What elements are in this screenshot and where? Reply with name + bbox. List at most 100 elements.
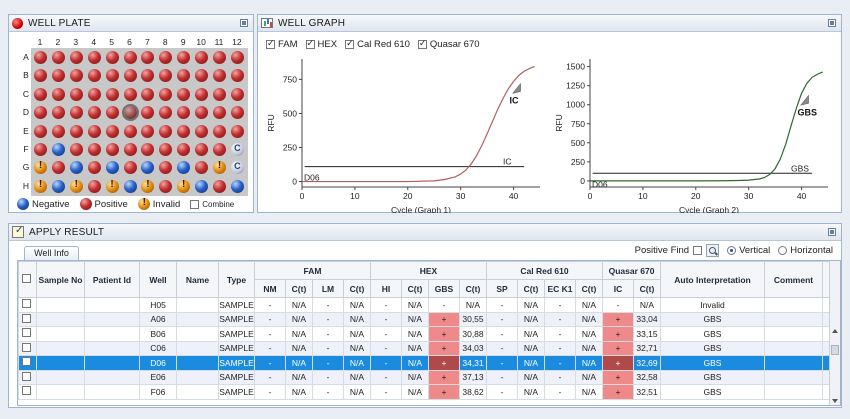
well-A12[interactable] xyxy=(230,51,244,64)
well-F10[interactable] xyxy=(195,143,209,156)
well-B1[interactable] xyxy=(34,69,47,83)
well-C3[interactable] xyxy=(69,87,83,101)
well-G3[interactable] xyxy=(69,161,83,175)
select-all-checkbox[interactable] xyxy=(21,274,31,283)
well-H11[interactable] xyxy=(213,179,226,193)
scroll-up-icon[interactable] xyxy=(832,329,838,333)
well-H2[interactable] xyxy=(51,179,65,193)
subcol-c-t-[interactable]: C(t) xyxy=(401,279,429,298)
well-C11[interactable] xyxy=(213,87,226,101)
channel-hex[interactable]: HEX xyxy=(305,38,337,50)
well-F6[interactable] xyxy=(123,143,137,156)
well-H5[interactable] xyxy=(105,179,119,193)
well-C4[interactable] xyxy=(87,87,101,101)
row-checkbox[interactable] xyxy=(21,299,31,309)
well-G9[interactable] xyxy=(177,161,191,175)
plate-column-header[interactable]: 9 xyxy=(180,37,186,47)
subcol-c-t-[interactable]: C(t) xyxy=(633,279,661,298)
well-F11[interactable] xyxy=(213,143,226,156)
plate-row-header[interactable]: D xyxy=(22,107,30,118)
well-D6[interactable] xyxy=(121,104,139,122)
well-D2[interactable] xyxy=(51,106,65,120)
select-all-header[interactable] xyxy=(18,261,37,298)
well-G8[interactable] xyxy=(159,161,173,175)
subcol-c-t-[interactable]: C(t) xyxy=(517,279,545,298)
well-H12[interactable] xyxy=(230,179,244,193)
vertical-radio[interactable] xyxy=(727,246,737,255)
well-G2[interactable] xyxy=(51,161,65,175)
well-H8[interactable] xyxy=(159,179,173,193)
well-B12[interactable] xyxy=(230,69,244,83)
row-checkbox[interactable] xyxy=(21,357,31,367)
well-A1[interactable] xyxy=(34,51,47,64)
well-E11[interactable] xyxy=(213,124,226,138)
table-row[interactable]: H05 SAMPLE - N/A - N/A - N/A - N/A - N/A - N/A - N/A Inv… xyxy=(18,297,835,313)
plate-column-header[interactable]: 5 xyxy=(109,37,114,47)
well-D11[interactable] xyxy=(213,106,226,120)
col-name[interactable]: Name xyxy=(176,261,219,298)
channel-fam-checkbox[interactable] xyxy=(266,38,275,49)
col-well[interactable]: Well xyxy=(139,261,177,298)
subcol-ic[interactable]: IC xyxy=(602,279,634,298)
well-F3[interactable] xyxy=(69,143,83,156)
well-G11[interactable] xyxy=(213,160,226,175)
well-E6[interactable] xyxy=(123,124,137,138)
subcol-c-t-[interactable]: C(t) xyxy=(285,279,313,298)
well-A5[interactable] xyxy=(105,51,119,64)
subcol-nm[interactable]: NM xyxy=(254,279,286,298)
well-A3[interactable] xyxy=(69,51,83,64)
well-D1[interactable] xyxy=(34,106,47,120)
well-E7[interactable] xyxy=(141,124,155,138)
col-comment[interactable]: Comment xyxy=(764,261,823,298)
well-A7[interactable] xyxy=(141,51,155,64)
table-row[interactable]: E06 SAMPLE - N/A - N/A - N/A +37,13- N/A - N/A +32,5… xyxy=(18,369,835,385)
well-E5[interactable] xyxy=(105,124,119,138)
well-A10[interactable] xyxy=(195,51,209,64)
row-checkbox[interactable] xyxy=(21,313,31,323)
subcol-ec-k1[interactable]: EC K1 xyxy=(544,279,576,298)
subcol-c-t-[interactable]: C(t) xyxy=(575,279,603,298)
well-H4[interactable] xyxy=(87,179,101,193)
combine-checkbox[interactable] xyxy=(190,199,200,209)
well-G7[interactable] xyxy=(141,161,155,175)
well-B3[interactable] xyxy=(69,69,83,83)
plate-column-header[interactable]: 8 xyxy=(162,37,168,47)
col-auto-interpretation[interactable]: Auto Interpretation xyxy=(660,261,765,298)
well-C8[interactable] xyxy=(159,87,173,101)
tab-well-info[interactable]: Well Info xyxy=(24,246,79,260)
well-E10[interactable] xyxy=(195,124,209,138)
plate-column-header[interactable]: 1 xyxy=(37,37,43,47)
plate-row-header[interactable]: H xyxy=(22,180,30,191)
subcol-c-t-[interactable]: C(t) xyxy=(459,279,487,298)
channel-calred-checkbox[interactable] xyxy=(345,38,355,49)
positive-find-checkbox[interactable] xyxy=(693,246,703,255)
plate-column-header[interactable]: 10 xyxy=(196,37,206,47)
row-checkbox[interactable] xyxy=(21,371,31,381)
well-B11[interactable] xyxy=(213,69,226,83)
well-F4[interactable] xyxy=(87,143,101,156)
well-H6[interactable] xyxy=(123,179,137,193)
well-H10[interactable] xyxy=(195,179,209,193)
plate-column-header[interactable]: 12 xyxy=(232,37,242,47)
well-B6[interactable] xyxy=(123,69,137,83)
subcol-sp[interactable]: SP xyxy=(486,279,518,298)
well-A2[interactable] xyxy=(51,51,65,64)
well-C1[interactable] xyxy=(34,87,47,101)
subcol-c-t-[interactable]: C(t) xyxy=(343,279,371,298)
scroll-thumb[interactable] xyxy=(831,345,839,355)
col-sample-no[interactable]: Sample No xyxy=(36,261,85,298)
well-A8[interactable] xyxy=(159,51,173,64)
well-C7[interactable] xyxy=(141,87,155,101)
well-B8[interactable] xyxy=(159,69,173,83)
well-F12[interactable] xyxy=(230,143,244,156)
horizontal-radio[interactable] xyxy=(778,246,788,255)
well-F5[interactable] xyxy=(105,143,119,156)
plate-row-header[interactable]: G xyxy=(22,162,30,173)
plate-row-header[interactable]: A xyxy=(23,52,29,62)
well-B10[interactable] xyxy=(195,69,209,83)
well-H9[interactable] xyxy=(177,179,191,193)
plate-row-header[interactable]: C xyxy=(22,88,30,99)
well-D3[interactable] xyxy=(69,106,83,120)
well-E8[interactable] xyxy=(159,124,173,138)
well-G5[interactable] xyxy=(105,161,119,175)
